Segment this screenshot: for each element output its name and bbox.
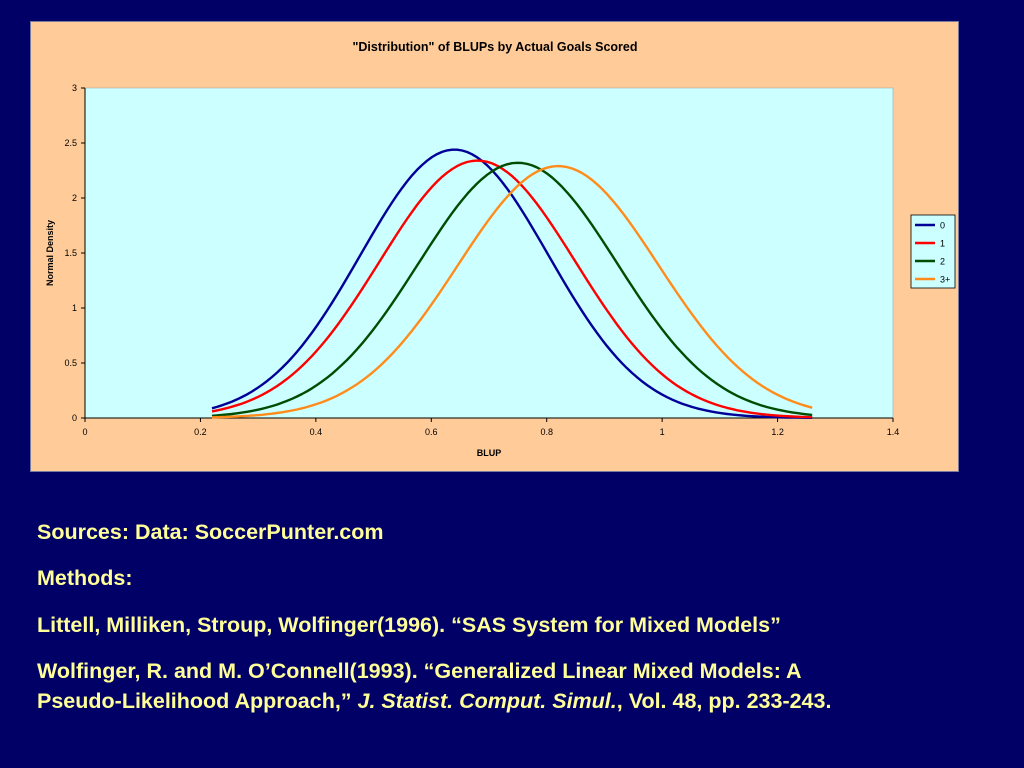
y-tick-label: 0.5 <box>64 358 77 368</box>
chart-frame: "Distribution" of BLUPs by Actual Goals … <box>30 21 959 472</box>
legend-label: 3+ <box>940 275 950 285</box>
legend-label: 1 <box>940 239 945 249</box>
chart: "Distribution" of BLUPs by Actual Goals … <box>45 40 956 458</box>
y-tick-label: 2 <box>72 193 77 203</box>
x-tick-label: 0.4 <box>310 427 323 437</box>
x-tick-label: 0.2 <box>194 427 207 437</box>
reference-1: Littell, Milliken, Stroup, Wolfinger(199… <box>37 613 781 637</box>
y-tick-label: 2.5 <box>64 138 77 148</box>
journal-name: J. Statist. Comput. Simul. <box>357 689 617 713</box>
y-tick-label: 1 <box>72 303 77 313</box>
reference-2-line-2: Pseudo-Likelihood Approach,” J. Statist.… <box>37 687 831 716</box>
series-line-1 <box>211 159 813 419</box>
chart-title: "Distribution" of BLUPs by Actual Goals … <box>352 40 637 54</box>
x-tick-label: 0.8 <box>540 427 553 437</box>
series-line-2 <box>211 161 813 417</box>
x-axis: 0 0.2 0.4 0.6 0.8 1 1.2 1.4 <box>82 417 900 437</box>
reference-2-text-b: , Vol. 48, pp. 233-243. <box>616 689 832 713</box>
reference-2-line-1: Wolfinger, R. and M. O’Connell(1993). “G… <box>37 659 802 683</box>
y-axis-label: Normal Density <box>45 220 55 286</box>
series-lines <box>211 148 813 419</box>
series-line-0 <box>211 148 813 419</box>
sources-line: Sources: Data: SoccerPunter.com <box>37 520 384 544</box>
y-tick-label: 1.5 <box>64 248 77 258</box>
legend-label: 2 <box>940 257 945 267</box>
series-line-3+ <box>211 164 813 419</box>
methods-heading: Methods: <box>37 566 133 590</box>
x-tick-label: 1.2 <box>771 427 784 437</box>
plot-area <box>84 87 894 419</box>
x-tick-label: 0.6 <box>425 427 438 437</box>
legend: 0 1 2 3+ <box>910 214 956 289</box>
x-tick-label: 1 <box>660 427 665 437</box>
legend-label: 0 <box>940 221 945 231</box>
x-tick-label: 0 <box>82 427 87 437</box>
y-tick-label: 3 <box>72 83 77 93</box>
x-axis-label: BLUP <box>477 448 502 458</box>
x-tick-label: 1.4 <box>887 427 900 437</box>
y-axis: 0 0.5 1 1.5 2 2.5 3 <box>64 83 86 423</box>
y-tick-label: 0 <box>72 413 77 423</box>
reference-2-text-a: Pseudo-Likelihood Approach,” <box>37 689 358 713</box>
